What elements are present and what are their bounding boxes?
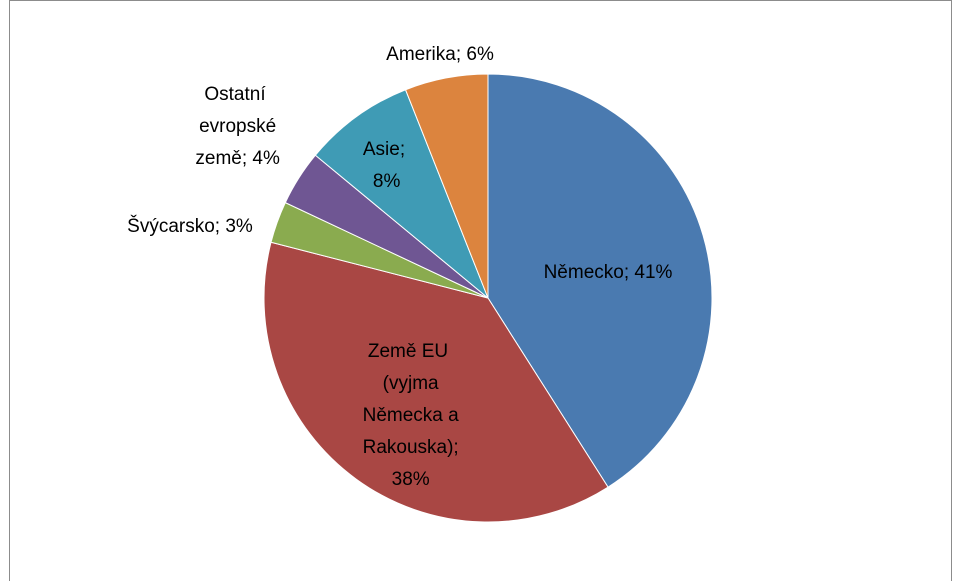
pie-slice bbox=[487, 73, 713, 488]
data-label: Ostatní evropské země; 4% bbox=[190, 84, 280, 169]
data-label: Země EU (vyjma Německa a Rakouska); 38% bbox=[357, 341, 459, 490]
data-label: Německo; 41% bbox=[544, 262, 673, 283]
pie-slice bbox=[314, 89, 489, 299]
data-label: Švýcarsko; 3% bbox=[127, 215, 253, 237]
pie-slice bbox=[263, 241, 609, 523]
data-label: Asie; 8% bbox=[363, 139, 405, 192]
data-label: Amerika; 6% bbox=[386, 44, 494, 65]
pie-slice bbox=[404, 73, 489, 299]
